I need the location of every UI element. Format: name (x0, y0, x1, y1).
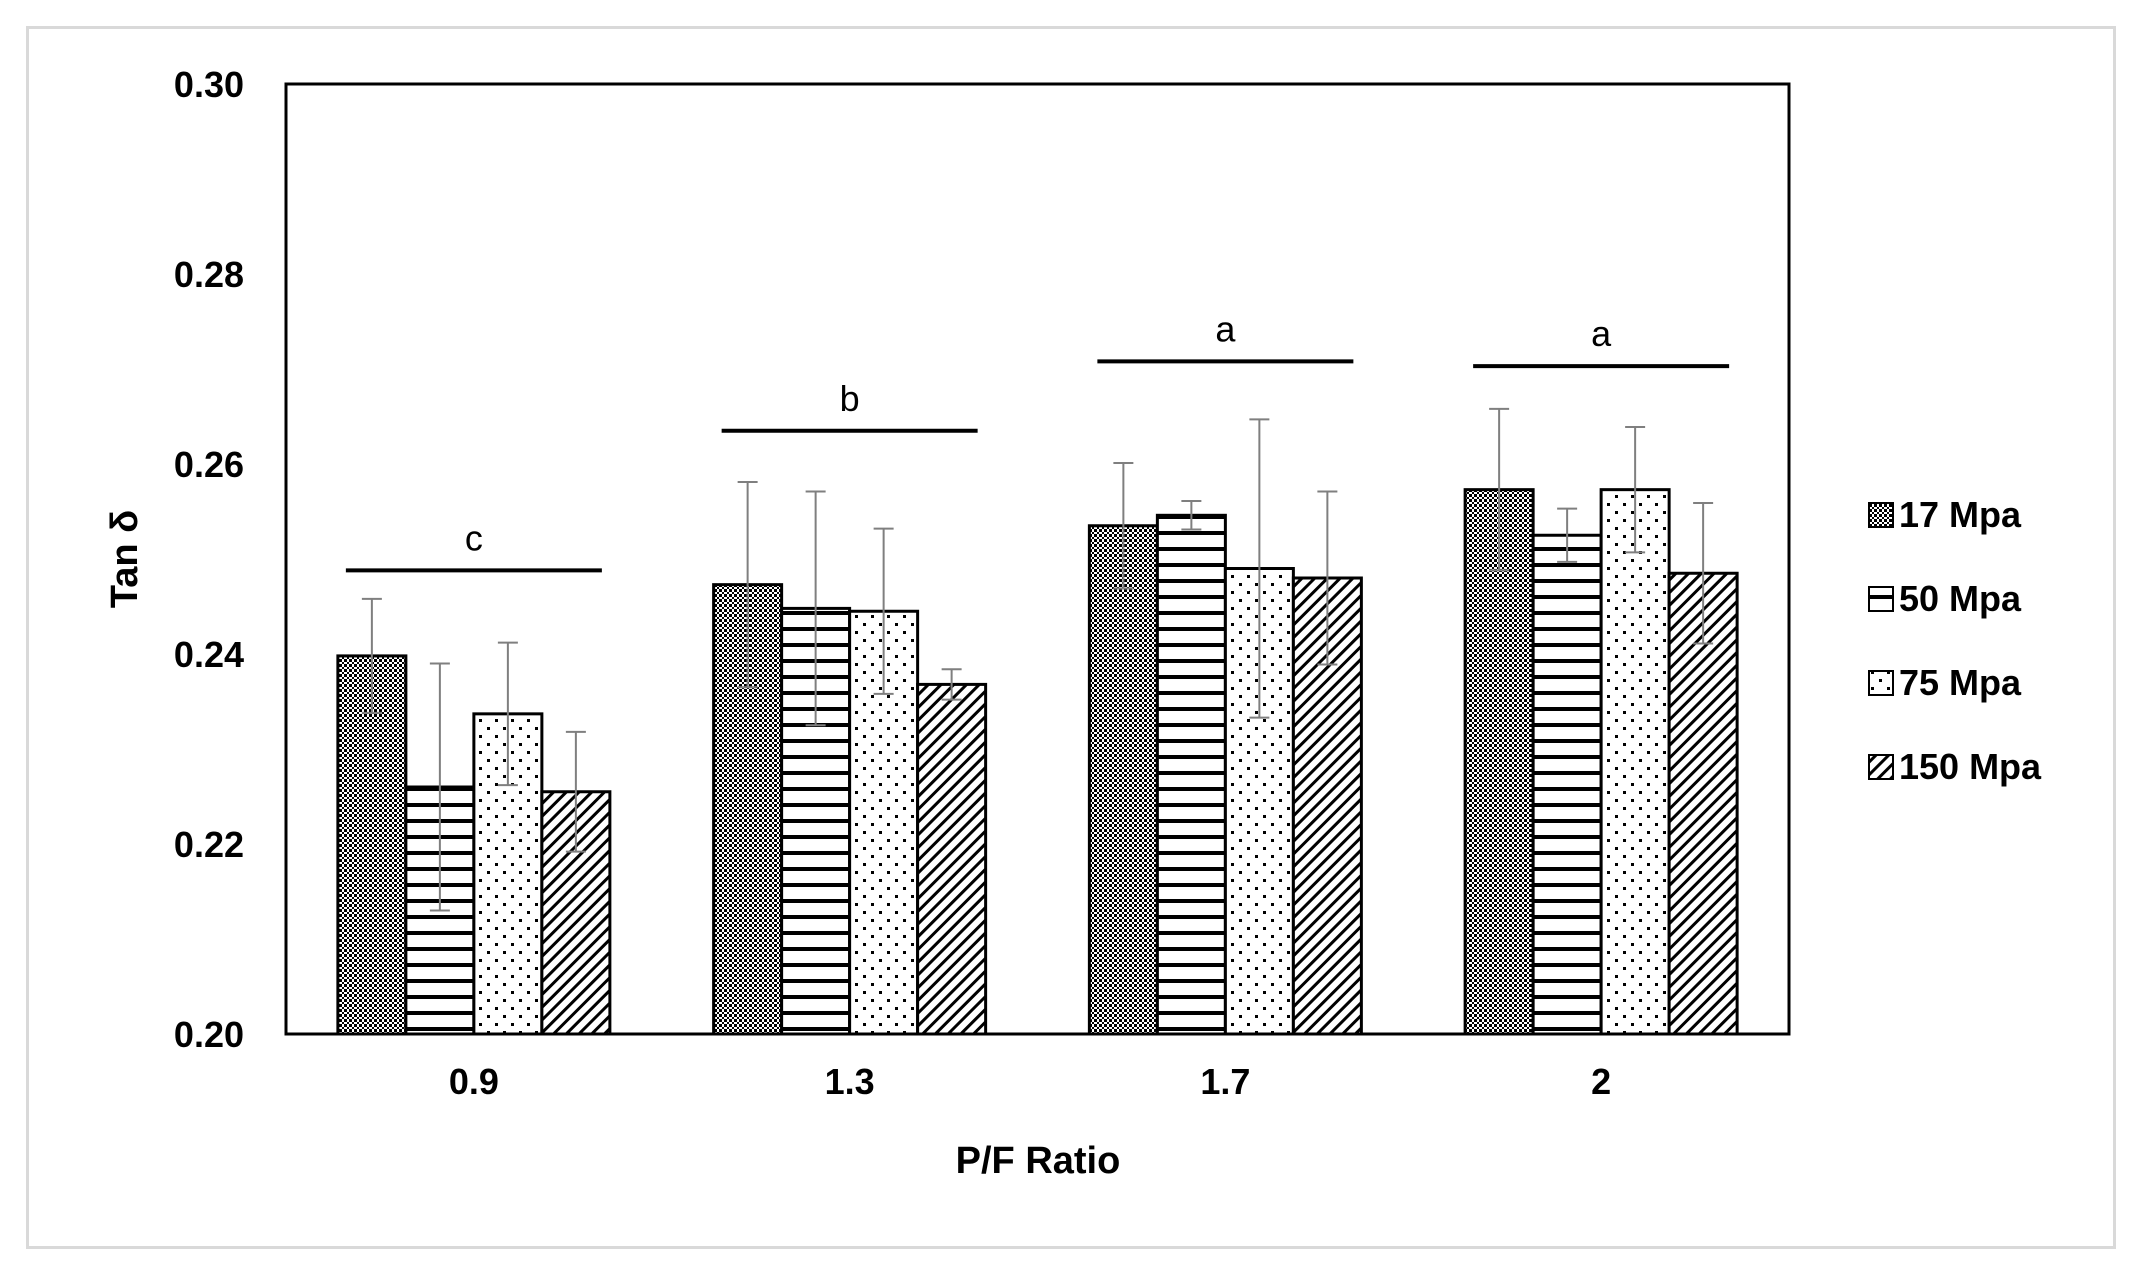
y-tick-label: 0.24 (174, 634, 244, 675)
y-axis-label: Tan δ (104, 510, 146, 608)
x-tick-label: 1.7 (1200, 1061, 1250, 1102)
y-tick-label: 0.20 (174, 1014, 244, 1055)
y-axis-ticks: 0.20 0.22 0.24 0.26 0.28 0.30 (174, 64, 244, 1055)
y-tick-label: 0.26 (174, 444, 244, 485)
bar (540, 790, 612, 1036)
x-tick-label: 2 (1591, 1061, 1611, 1102)
bar (1155, 513, 1227, 1036)
legend-swatch (1868, 586, 1894, 612)
significance-letter: a (1591, 313, 1612, 354)
legend-label: 50 Mpa (1899, 578, 2022, 619)
legend-swatch (1868, 502, 1894, 528)
bar (1667, 571, 1739, 1036)
x-axis-ticks: 0.9 1.3 1.7 2 (449, 1061, 1611, 1102)
bar (336, 654, 408, 1036)
x-axis-label: P/F Ratio (956, 1140, 1121, 1182)
significance-letter: c (465, 517, 483, 558)
error-bars-layer (361, 407, 1714, 912)
y-tick-label: 0.22 (174, 824, 244, 865)
significance-layer: c b a a (345, 308, 1730, 573)
significance-letter: a (1215, 308, 1236, 349)
y-tick-label: 0.30 (174, 64, 244, 105)
bar (916, 682, 988, 1036)
legend-label: 17 Mpa (1899, 494, 2022, 535)
y-tick-label: 0.28 (174, 254, 244, 295)
legend-label: 75 Mpa (1899, 662, 2022, 703)
legend: 17 Mpa 50 Mpa 75 Mpa 150 Mpa (1868, 494, 2042, 787)
bar (1087, 524, 1159, 1036)
bar-chart: 0.20 0.22 0.24 0.26 0.28 0.30 c b a a 0.9 1.3 1.7 2… (104, 64, 2042, 1182)
bar (1599, 488, 1671, 1036)
x-tick-label: 0.9 (449, 1061, 499, 1102)
legend-label: 150 Mpa (1899, 746, 2042, 787)
bar (1291, 576, 1363, 1036)
bar (1531, 533, 1603, 1036)
chart-frame: 0.20 0.22 0.24 0.26 0.28 0.30 c b a a 0.9 1.3 1.7 2… (26, 26, 2116, 1249)
legend-swatch (1868, 754, 1894, 780)
x-tick-label: 1.3 (825, 1061, 875, 1102)
significance-letter: b (840, 378, 860, 419)
legend-swatch (1868, 670, 1894, 696)
